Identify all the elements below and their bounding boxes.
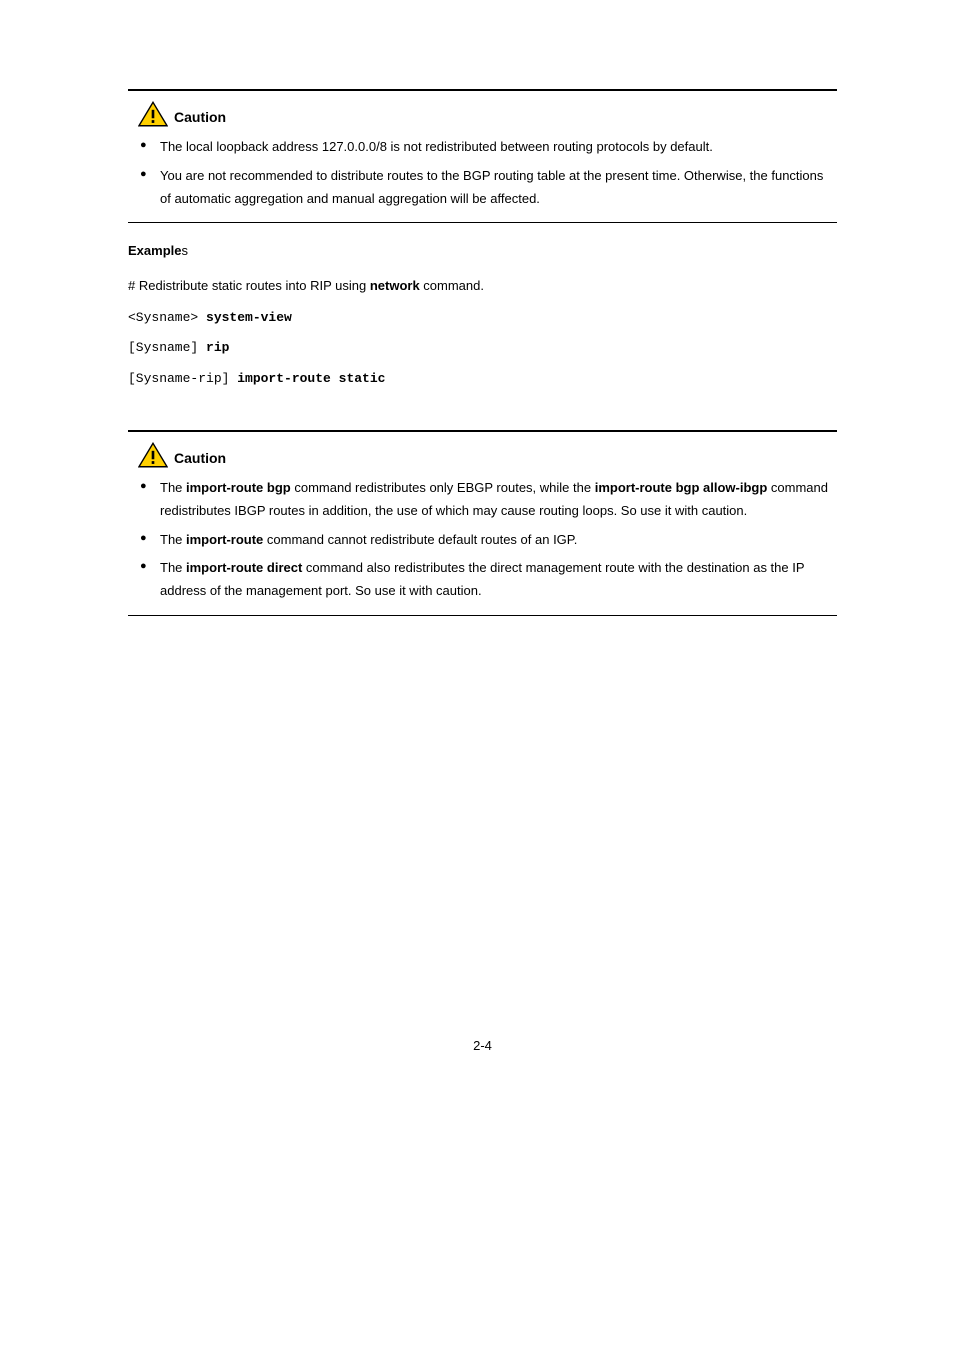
cmd-line-3: [Sysname-rip] import-route static [128,366,837,390]
divider [128,89,837,91]
cmd-line-1: <Sysname> system-view [128,305,837,329]
list-item: You are not recommended to distribute ro… [132,165,837,211]
examples-heading: Examples [128,241,837,262]
divider [128,222,837,223]
caution-box-header-1: Caution [138,101,837,128]
caution-icon [138,442,168,469]
caution-list-2: The import-route bgp command redistribut… [132,477,837,603]
cmd-line-2: [Sysname] rip [128,335,837,359]
caution-list-1: The local loopback address 127.0.0.0/8 i… [132,136,837,210]
divider [128,615,837,616]
page-number: 2-4 [128,1036,837,1057]
example-intro: # Redistribute static routes into RIP us… [128,276,837,297]
list-item: The import-route direct command also red… [132,557,837,603]
caution-box-header-2: Caution [138,442,837,469]
caution-icon [138,101,168,128]
list-item: The import-route bgp command redistribut… [132,477,837,523]
list-item: The import-route command cannot redistri… [132,529,837,552]
caution-label: Caution [174,106,226,128]
caution-label: Caution [174,447,226,469]
divider [128,430,837,432]
list-item: The local loopback address 127.0.0.0/8 i… [132,136,837,159]
